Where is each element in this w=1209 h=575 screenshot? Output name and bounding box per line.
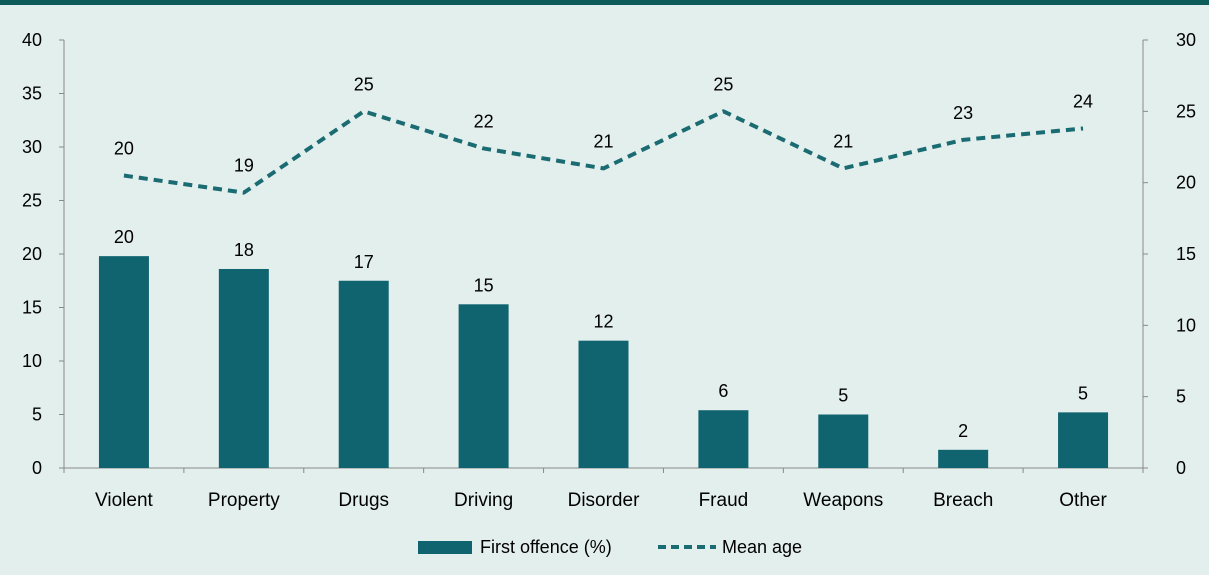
line-data-label: 21 bbox=[593, 131, 613, 151]
legend-line-label: Mean age bbox=[722, 537, 802, 557]
x-tick-label: Property bbox=[208, 490, 280, 511]
x-tick-label: Fraud bbox=[699, 490, 749, 511]
y-right-tick-label: 20 bbox=[1176, 173, 1196, 193]
bar bbox=[458, 304, 509, 468]
bar-data-label: 5 bbox=[838, 386, 848, 406]
bar-data-label: 15 bbox=[474, 275, 494, 295]
line-data-label: 20 bbox=[114, 139, 134, 159]
line-data-label: 25 bbox=[713, 74, 733, 94]
legend: First offence (%) Mean age bbox=[418, 537, 802, 557]
y-left-tick-label: 40 bbox=[22, 30, 42, 50]
y-right-tick-label: 0 bbox=[1176, 458, 1186, 478]
y-left-tick-label: 5 bbox=[32, 405, 42, 425]
x-tick-label: Violent bbox=[95, 490, 153, 511]
legend-bar-swatch bbox=[418, 541, 472, 554]
top-rule bbox=[0, 0, 1209, 5]
bar bbox=[218, 268, 269, 468]
y-left-tick-label: 25 bbox=[22, 191, 42, 211]
bar-data-label: 17 bbox=[354, 252, 374, 272]
y-left-tick-label: 15 bbox=[22, 298, 42, 318]
bar bbox=[938, 449, 989, 468]
line-data-label: 23 bbox=[953, 103, 973, 123]
y-left-tick-label: 0 bbox=[32, 458, 42, 478]
y-left-tick-label: 35 bbox=[22, 84, 42, 104]
bar bbox=[338, 280, 389, 468]
bar-data-label: 18 bbox=[234, 240, 254, 260]
y-right-tick-label: 25 bbox=[1176, 101, 1196, 121]
line-data-label: 22 bbox=[474, 111, 494, 131]
bar bbox=[818, 414, 869, 468]
x-tick-label: Driving bbox=[454, 490, 513, 511]
x-tick-label: Breach bbox=[933, 490, 993, 511]
y-right-tick-label: 30 bbox=[1176, 30, 1196, 50]
y-right-tick-label: 15 bbox=[1176, 244, 1196, 264]
bar-data-label: 2 bbox=[958, 421, 968, 441]
line-data-label: 19 bbox=[234, 156, 254, 176]
x-tick-label: Drugs bbox=[338, 490, 389, 511]
mean-age-line bbox=[123, 109, 1084, 195]
line-data-label: 21 bbox=[833, 131, 853, 151]
y-right-tick-label: 10 bbox=[1176, 315, 1196, 335]
bar-data-label: 20 bbox=[114, 227, 134, 247]
bar bbox=[578, 340, 629, 468]
bar bbox=[698, 410, 749, 468]
x-tick-label: Weapons bbox=[803, 490, 883, 511]
line-data-label: 25 bbox=[354, 74, 374, 94]
x-tick-label: Disorder bbox=[568, 490, 640, 511]
bar-data-label: 5 bbox=[1078, 383, 1088, 403]
y-left-tick-label: 30 bbox=[22, 137, 42, 157]
line-data-label: 24 bbox=[1073, 91, 1093, 111]
y-left-tick-label: 20 bbox=[22, 244, 42, 264]
y-right-tick-label: 5 bbox=[1176, 387, 1186, 407]
bar-data-label: 12 bbox=[593, 312, 613, 332]
y-left-tick-label: 10 bbox=[22, 351, 42, 371]
bar bbox=[98, 256, 149, 468]
bar-series bbox=[98, 256, 1109, 468]
bar bbox=[1058, 412, 1109, 468]
bar-data-label: 6 bbox=[718, 381, 728, 401]
line-series bbox=[123, 109, 1084, 195]
legend-bar-label: First offence (%) bbox=[480, 537, 612, 557]
x-tick-label: Other bbox=[1059, 490, 1107, 511]
